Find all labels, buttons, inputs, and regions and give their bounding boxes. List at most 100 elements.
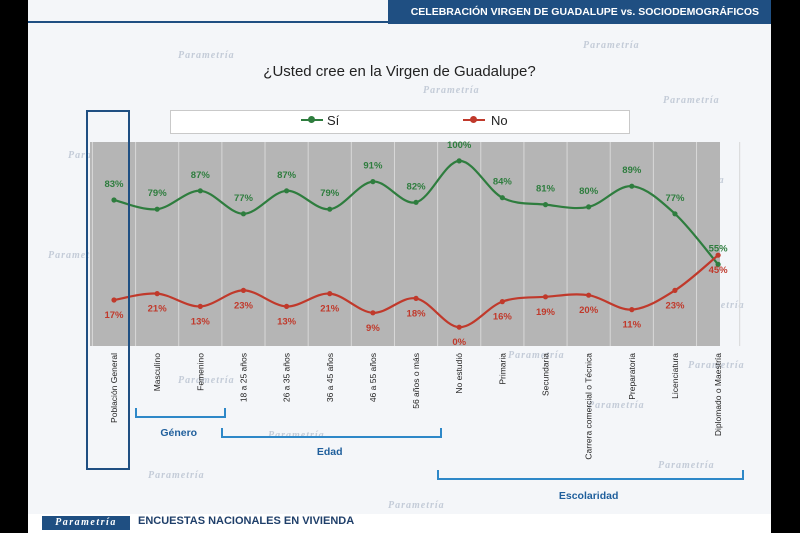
watermark-text: Parametría <box>658 460 715 471</box>
watermark-text: Parametría <box>388 500 445 511</box>
point-si <box>629 183 635 189</box>
group-bracket <box>221 428 443 438</box>
point-no <box>370 310 376 316</box>
data-label-no: 11% <box>623 320 642 331</box>
point-si <box>197 188 203 194</box>
legend-no-marker <box>470 116 477 123</box>
point-no <box>586 292 592 298</box>
data-label-no: 20% <box>579 305 599 316</box>
point-si <box>327 206 333 212</box>
point-no <box>327 291 333 297</box>
category-label: Primaria <box>497 353 507 385</box>
data-label-no: 19% <box>536 307 556 318</box>
data-label-si: 55% <box>709 243 729 254</box>
header-rule <box>28 21 388 23</box>
point-no <box>629 307 635 313</box>
category-label: Diplomado o Maestría <box>713 353 723 436</box>
category-label: Licenciatura <box>670 353 680 399</box>
group-bracket <box>437 470 745 480</box>
chart-title: ¿Usted cree en la Virgen de Guadalupe? <box>263 63 536 80</box>
watermark-text: Parametría <box>663 95 720 106</box>
point-no <box>284 303 290 309</box>
data-label-si: 84% <box>493 177 513 188</box>
data-label-no: 23% <box>234 300 254 311</box>
data-label-no: 45% <box>709 265 729 276</box>
highlight-box-poblacion-general <box>86 110 130 470</box>
point-si <box>542 202 549 208</box>
watermark-text: Parametría <box>148 470 205 481</box>
point-no <box>499 299 505 305</box>
data-label-si: 100% <box>447 140 472 151</box>
watermark-text: Parametría <box>688 360 745 371</box>
line-chart: 83% 79% 87% 77% 87% 79% 91% 82% 100% 84% 81% 80% 89%… <box>91 140 741 460</box>
footer-text: ENCUESTAS NACIONALES EN VIVIENDA <box>138 515 355 527</box>
watermark-text: Parametría <box>423 85 480 96</box>
point-si <box>370 179 376 185</box>
data-label-si: 77% <box>234 193 254 204</box>
watermark-text: Parametría <box>48 250 105 261</box>
category-label: 56 años o más <box>411 353 421 409</box>
category-label: 46 a 55 años <box>368 353 378 402</box>
data-label-si: 83% <box>104 179 124 190</box>
point-si <box>154 206 160 212</box>
point-no <box>542 294 549 300</box>
data-label-si: 87% <box>277 170 297 181</box>
data-label-no: 16% <box>493 312 513 323</box>
data-label-no: 13% <box>191 316 211 327</box>
data-label-si: 77% <box>665 193 685 204</box>
watermark-text: Parametría <box>588 400 645 411</box>
footer <box>28 514 771 533</box>
data-label-no: 18% <box>407 308 427 319</box>
point-si <box>111 197 117 203</box>
data-label-si: 81% <box>536 184 556 195</box>
watermark-text: Parametría <box>268 430 325 441</box>
category-label: 26 a 35 años <box>282 353 292 402</box>
category-label: Carrera comercial o Técnica <box>584 353 594 460</box>
point-no <box>197 303 203 309</box>
data-label-si: 79% <box>320 188 340 199</box>
point-si <box>672 211 678 217</box>
data-label-no: 0% <box>452 337 466 348</box>
point-si <box>240 211 247 217</box>
watermark-text: Parametría <box>178 50 235 61</box>
data-label-no: 13% <box>277 316 297 327</box>
point-si <box>499 195 505 201</box>
header-title: CELEBRACIÓN VIRGEN DE GUADALUPE vs. SOCI… <box>388 0 771 24</box>
point-no <box>456 324 462 330</box>
point-si <box>284 188 290 194</box>
category-label: Masculino <box>152 353 162 392</box>
legend-si-label: Sí <box>327 113 340 128</box>
point-si <box>456 158 462 164</box>
group-label: Escolaridad <box>558 490 619 502</box>
point-si <box>413 199 419 205</box>
data-label-si: 87% <box>191 170 211 181</box>
point-no <box>111 297 117 303</box>
data-label-no: 9% <box>366 323 380 334</box>
data-label-si: 82% <box>407 181 427 192</box>
category-label: Población General <box>109 353 119 423</box>
group-label: Edad <box>316 446 343 458</box>
watermark-text: Parametría <box>583 40 640 51</box>
data-label-si: 89% <box>622 165 642 176</box>
legend-no-label: No <box>491 113 508 128</box>
data-label-si: 91% <box>363 161 383 172</box>
point-no <box>240 287 247 293</box>
point-no <box>413 295 419 301</box>
group-bracket <box>135 408 227 418</box>
data-label-si: 80% <box>579 186 599 197</box>
slide: Parametría Parametría Parametría Parametría… <box>28 0 771 533</box>
point-no <box>672 287 678 293</box>
category-label: 36 a 45 años <box>325 353 335 402</box>
data-label-si: 79% <box>148 188 168 199</box>
footer-brand-logo: Parametría <box>42 516 130 530</box>
point-no <box>715 252 721 258</box>
category-label: Femenino <box>195 353 205 391</box>
data-label-no: 23% <box>665 300 685 311</box>
group-label: Género <box>160 427 198 439</box>
series-line-si <box>113 159 719 266</box>
data-label-no: 17% <box>104 310 124 321</box>
chart-legend: Sí No <box>170 110 630 134</box>
category-label: Secundaria <box>541 353 551 396</box>
point-no <box>154 291 160 297</box>
point-si <box>715 261 721 267</box>
